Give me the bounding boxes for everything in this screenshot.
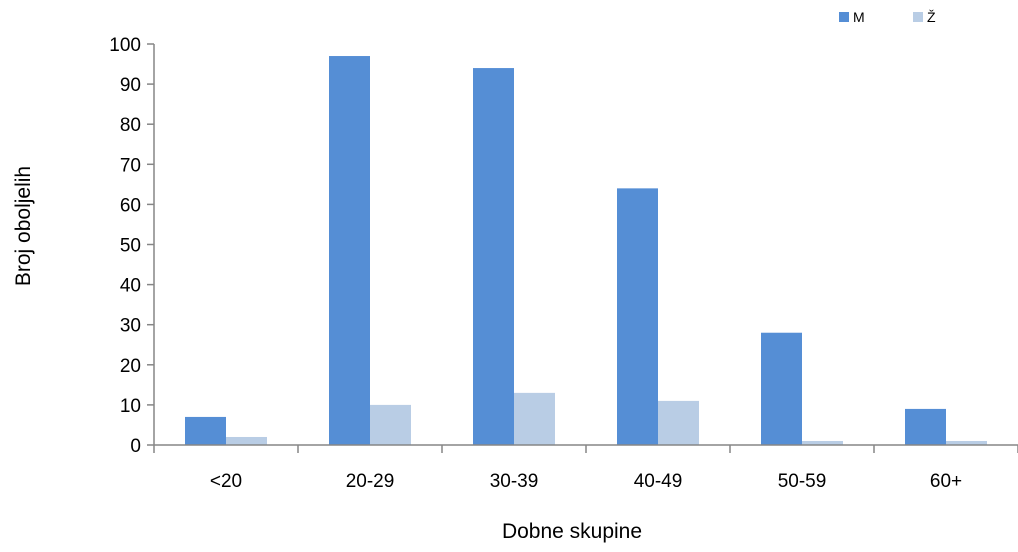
legend-swatch-m [839,12,849,22]
bar-m-5 [905,408,946,445]
legend-label-m: M [853,9,865,25]
bars [185,56,987,446]
y-tick-label-9: 90 [120,75,141,96]
y-tick-label-1: 10 [120,396,141,417]
bar-z-3 [658,400,699,445]
y-tick-label-0: 0 [130,436,141,457]
bar-z-2 [514,392,555,445]
y-ticks: 0 10 20 30 40 50 60 70 80 90 100 [109,35,154,457]
y-tick-label-6: 60 [120,195,141,216]
y-tick-label-4: 40 [120,276,141,297]
bar-m-0 [185,416,226,445]
y-tick-label-3: 30 [120,316,141,337]
bar-z-5 [946,440,987,445]
x-axis-title: Dobne skupine [502,520,642,543]
bar-z-4 [802,440,843,445]
y-axis-title-group: Broj oboljelih [12,166,35,286]
x-category-label-3: 40-49 [634,471,683,492]
y-tick-label-2: 20 [120,356,141,377]
x-category-label-0: <20 [210,471,242,492]
x-category-label-4: 50-59 [778,471,827,492]
bar-z-0 [226,436,267,445]
x-category-label-1: 20-29 [346,471,395,492]
legend-label-z: Ž [927,9,936,25]
bar-m-3 [617,188,658,446]
bar-z-1 [370,404,411,445]
y-axis-title: Broj oboljelih [12,166,35,286]
y-tick-label-7: 70 [120,155,141,176]
legend-swatch-z [913,12,923,22]
y-tick-label-5: 50 [120,236,141,257]
bar-m-4 [761,332,802,445]
bar-m-1 [329,56,370,445]
bar-m-2 [473,68,514,445]
y-tick-label-10: 100 [109,35,141,56]
y-tick-label-8: 80 [120,115,141,136]
x-ticks: <20 20-29 30-39 40-49 50-59 60+ [153,445,1018,492]
x-category-label-5: 60+ [930,471,962,492]
x-category-label-2: 30-39 [490,471,539,492]
plot-area: 0 10 20 30 40 50 60 70 80 90 100 <20 20-29 30-39 40-49… [109,35,1018,492]
